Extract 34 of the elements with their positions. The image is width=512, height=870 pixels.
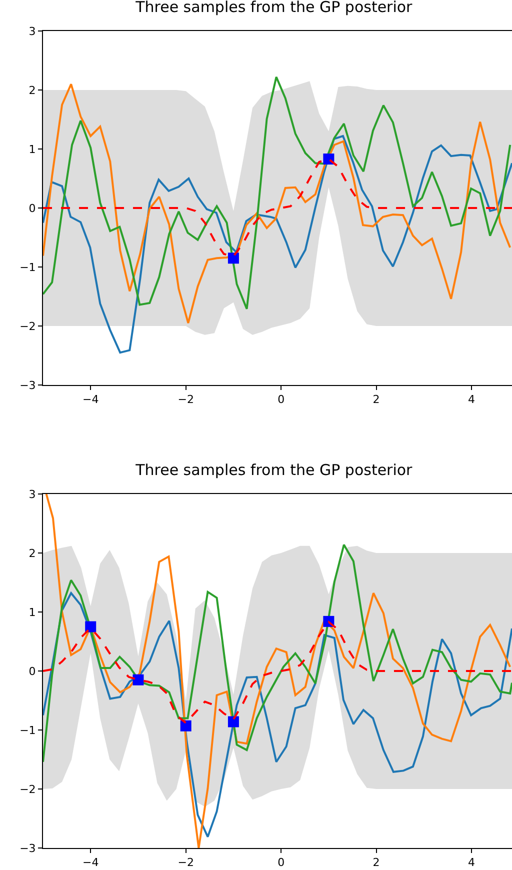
point (180, 720, 192, 732)
y-tick-label: −2 (20, 782, 36, 796)
line-series (43, 592, 512, 838)
x-tick-label: 4 (468, 393, 476, 406)
line-series (43, 135, 512, 354)
y-tick-label: −1 (20, 724, 36, 737)
y-tick-label: −2 (20, 320, 36, 333)
x-tick-label: 2 (372, 393, 380, 406)
x-tick-label: −4 (82, 393, 99, 406)
y-tick-label: −3 (20, 842, 36, 855)
line-series (43, 544, 512, 763)
y-tick-label: 3 (28, 24, 36, 38)
x-tick-label: 4 (468, 856, 476, 870)
y-tick-label: −3 (20, 378, 36, 392)
y-tick-label: −1 (20, 260, 36, 274)
y-tick-label: 2 (28, 546, 36, 560)
x-tick-label: −4 (82, 856, 99, 870)
point (85, 621, 96, 632)
x-tick-label: 0 (278, 856, 285, 870)
y-tick-label: 2 (28, 84, 36, 97)
line-series (45, 494, 512, 848)
point (228, 716, 239, 728)
y-tick-label: 0 (28, 202, 36, 215)
y-tick-label: 3 (28, 488, 36, 501)
point (132, 674, 144, 686)
chart-title: Three samples from the GP posterior (134, 0, 414, 16)
x-tick-label: 0 (278, 393, 285, 406)
y-tick-label: 1 (28, 606, 36, 619)
x-tick-label: −2 (178, 393, 194, 406)
x-tick-label: 2 (372, 856, 380, 870)
chart-title: Three samples from the GP posterior (134, 461, 414, 479)
x-tick-label: −2 (178, 856, 194, 870)
y-tick-label: 1 (28, 142, 36, 156)
y-tick-label: 0 (28, 664, 36, 678)
